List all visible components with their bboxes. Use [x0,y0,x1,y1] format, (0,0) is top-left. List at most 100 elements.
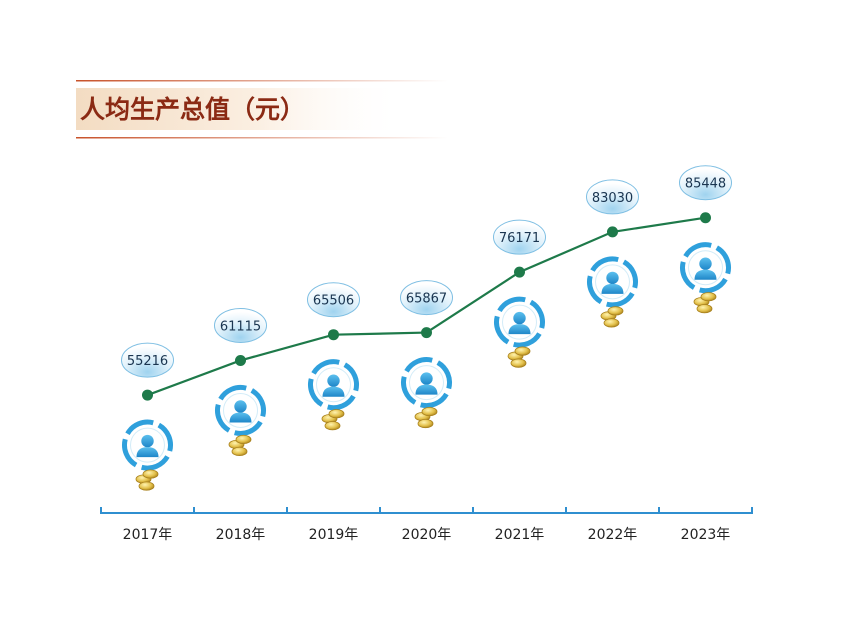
data-label: 76171 [499,231,540,246]
person-body [694,269,717,280]
data-labels: 55216 61115 65506 65867 76171 83030 85448 [121,165,732,378]
coin [607,306,624,316]
person-head [420,372,433,385]
person-icon-group [215,384,266,457]
badge-bubble [214,307,267,343]
person-icon [322,374,345,397]
person-icon [136,434,159,458]
data-label: 83030 [592,191,633,206]
person-icon [229,400,252,423]
title-background [76,88,406,130]
ring-icon [587,256,638,308]
data-label-badge: 76171 [493,219,546,255]
person-body [136,447,159,458]
coin [696,304,713,314]
person-icons [122,242,731,491]
coins-icon [414,406,438,429]
badge-bubble [400,280,453,316]
data-label-badge: 83030 [586,179,639,215]
ring-icon [122,419,173,471]
person-body [508,324,531,335]
coins-icon [135,469,159,491]
person-body [415,384,438,395]
chart-title-block: 人均生产总值（元） [76,80,448,139]
data-point [607,226,618,238]
person-head [141,434,154,448]
data-label: 61115 [220,319,261,334]
x-tick-label: 2021年 [495,527,545,543]
person-icon-group [494,296,545,368]
data-label: 85448 [685,177,726,192]
series-line-layer [142,212,711,401]
coin [421,406,438,417]
coin [324,421,341,431]
person-icon-group [122,419,173,491]
x-tick-label: 2022年 [588,527,638,543]
coin [142,469,159,479]
coin [510,358,527,368]
person-icon-group [401,357,452,429]
ring-icon [308,359,359,411]
title-rule-bottom [76,137,448,139]
data-label: 55216 [127,354,168,369]
coin [328,409,345,419]
data-label-badge: 61115 [214,307,267,343]
x-axis: 2017年 2018年 2019年 2020年 2021年 2022年 2023年 [100,507,753,543]
coin [700,292,717,302]
ring-icon [401,357,452,409]
person-icon-group [680,242,731,314]
person-icon [415,372,438,395]
person-icon [508,311,531,335]
person-icon [694,257,717,280]
data-point [235,354,246,366]
coin [514,346,531,356]
coin [235,434,252,445]
data-label: 65506 [313,294,354,309]
person-body [322,386,345,397]
data-point [421,327,432,339]
x-tick-label: 2017年 [123,527,173,543]
x-tick-label: 2019年 [309,527,359,543]
person-head [606,271,619,285]
coins-icon [507,346,531,368]
person-icon-group [587,256,638,328]
x-tick-label: 2023年 [681,527,731,543]
person-head [234,400,247,413]
coins-icon [228,434,252,457]
badge-bubble [307,282,360,318]
badge-bubble [493,219,546,255]
person-body [601,283,624,294]
coins-icon [321,409,345,431]
data-label: 65867 [406,292,447,307]
coin [603,318,620,328]
data-label-badge: 65506 [307,282,360,318]
data-point [700,212,711,224]
ring-icon [215,384,266,436]
person-head [513,311,526,325]
chart-title: 人均生产总值（元） [80,95,305,124]
data-label-badge: 65867 [400,280,453,316]
coin [231,446,248,457]
badge-bubble [679,165,732,201]
person-icon [601,271,624,294]
badge-bubble [121,342,174,378]
ring-icon [494,296,545,348]
badge-bubble [586,179,639,215]
ring-icon [680,242,731,294]
person-head [327,374,340,387]
data-point [514,266,525,278]
x-tick-label: 2020年 [402,527,452,543]
data-point [142,389,153,401]
coin [138,481,155,491]
data-label-badge: 55216 [121,342,174,378]
coins-icon [693,292,717,314]
person-icon-group [308,359,359,431]
data-label-badge: 85448 [679,165,732,201]
x-tick-label: 2018年 [216,527,266,543]
coins-icon [600,306,624,328]
title-rule-top [76,80,448,82]
data-point [328,329,339,341]
person-head [699,257,712,270]
person-body [229,412,252,423]
